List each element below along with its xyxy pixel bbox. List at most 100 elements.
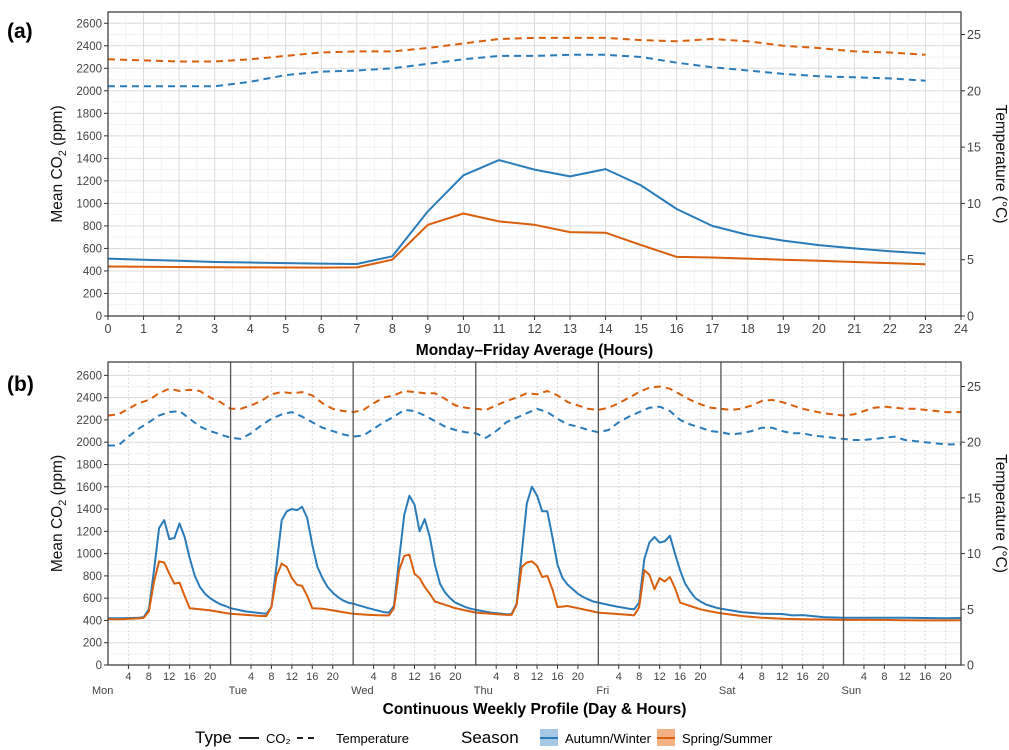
y2-tick-label: 15 [967,491,981,505]
x-tick-label: 22 [883,322,897,336]
legend-season-title: Season [461,728,519,747]
x-tick-label: 20 [572,671,584,683]
x-tick-label: 16 [674,671,686,683]
x-tick-label: 4 [125,671,131,683]
series-autumn-winter-temperature-line [108,405,961,447]
x-tick-label: 8 [636,671,642,683]
panel-frame [107,361,962,666]
axes: 0200400600800100012001400160018002000220… [49,370,1009,718]
y2-tick-label: 20 [967,436,981,450]
series-group [107,36,926,269]
y-tick-label: 1000 [76,549,102,561]
x-tick-label: 12 [408,671,420,683]
x-tick-label: 8 [268,671,274,683]
x-tick-label: 20 [449,671,461,683]
x-tick-label: 18 [741,322,755,336]
panel-a: 0200400600800100012001400160018002000220… [7,11,1009,359]
y2-axis-title: Temperature (°C) [992,104,1009,223]
y-tick-label: 2600 [76,18,102,30]
y-tick-label: 2400 [76,41,102,53]
x-tick-label: 16 [306,671,318,683]
grid [108,362,961,666]
y2-tick-label: 5 [967,603,974,617]
y-tick-label: 1600 [76,131,102,143]
y2-tick-label: 15 [967,141,981,155]
y-tick-label: 2000 [76,86,102,98]
y-tick-label: 400 [83,266,102,278]
legend: Type CO₂ Temperature Season Autumn/Winte… [195,728,773,747]
y-tick-label: 0 [96,311,102,323]
x-tick-label: 20 [204,671,216,683]
grid [107,12,962,317]
y-tick-label: 2200 [76,415,102,427]
series-spring-summer-temperature-line [107,385,961,417]
x-tick-label: 4 [616,671,622,683]
x-tick-label: 16 [797,671,809,683]
x-tick-label: 14 [599,322,613,336]
x-tick-label: 10 [456,322,470,336]
y-tick-label: 800 [83,221,102,233]
x-tick-label: 7 [353,322,360,336]
x-tick-label: 12 [286,671,298,683]
day-label: Tue [229,685,248,697]
x-tick-label: 20 [817,671,829,683]
x-tick-label: 12 [654,671,666,683]
x-tick-label: 12 [899,671,911,683]
day-label: Sun [842,685,862,697]
x-tick-label: 5 [282,322,289,336]
x-tick-label: 4 [371,671,377,683]
panel-b: 0200400600800100012001400160018002000220… [7,361,1009,718]
y2-axis-title: Temperature (°C) [992,454,1009,573]
series-group [107,385,962,622]
series-spring-summer-co2-line [107,553,962,622]
legend-type-title: Type [195,728,232,747]
y-tick-label: 1000 [76,198,102,210]
x-tick-label: 11 [492,322,505,336]
legend-temperature-label: Temperature [336,731,409,746]
x-tick-label: 23 [919,322,933,336]
x-tick-label: 6 [318,322,325,336]
x-tick-label: 4 [738,671,744,683]
x-tick-label: 15 [634,322,648,336]
x-tick-label: 3 [211,322,218,336]
x-tick-label: 12 [163,671,175,683]
x-tick-label: 17 [705,322,719,336]
day-label: Sat [719,685,736,697]
x-tick-label: 20 [694,671,706,683]
y-tick-label: 400 [83,615,102,627]
panel-label: (a) [7,20,33,43]
y2-tick-label: 10 [967,547,981,561]
x-tick-label: 8 [146,671,152,683]
x-tick-label: 24 [954,322,968,336]
y-tick-label: 2600 [76,370,102,382]
x-tick-label: 20 [327,671,339,683]
x-tick-label: 12 [528,322,542,336]
y-tick-label: 1600 [76,482,102,494]
x-tick-label: 12 [776,671,788,683]
x-tick-label: 4 [247,322,254,336]
x-tick-label: 4 [493,671,499,683]
x-tick-label: 8 [514,671,520,683]
legend-autumn-winter-label: Autumn/Winter [565,731,652,746]
x-tick-label: 4 [248,671,254,683]
day-label: Mon [92,685,113,697]
y2-tick-label: 0 [967,659,974,673]
y-tick-label: 200 [83,638,102,650]
x-tick-label: 16 [429,671,441,683]
y-tick-label: 1800 [76,108,102,120]
series-autumn-winter-temperature-line [108,53,926,88]
y-tick-label: 1200 [76,176,102,188]
x-tick-label: 8 [881,671,887,683]
x-tick-label: 8 [391,671,397,683]
x-tick-label: 2 [176,322,183,336]
series-autumn-winter-co2-line [108,485,962,620]
x-tick-label: 13 [563,322,577,336]
x-tick-label: 16 [184,671,196,683]
day-label: Thu [474,685,493,697]
y-tick-label: 2200 [76,63,102,75]
x-tick-label: 16 [670,322,684,336]
series-spring-summer-co2-line [107,212,926,269]
x-tick-label: 8 [389,322,396,336]
y-tick-label: 1800 [76,459,102,471]
x-axis-title: Continuous Weekly Profile (Day & Hours) [383,701,687,718]
